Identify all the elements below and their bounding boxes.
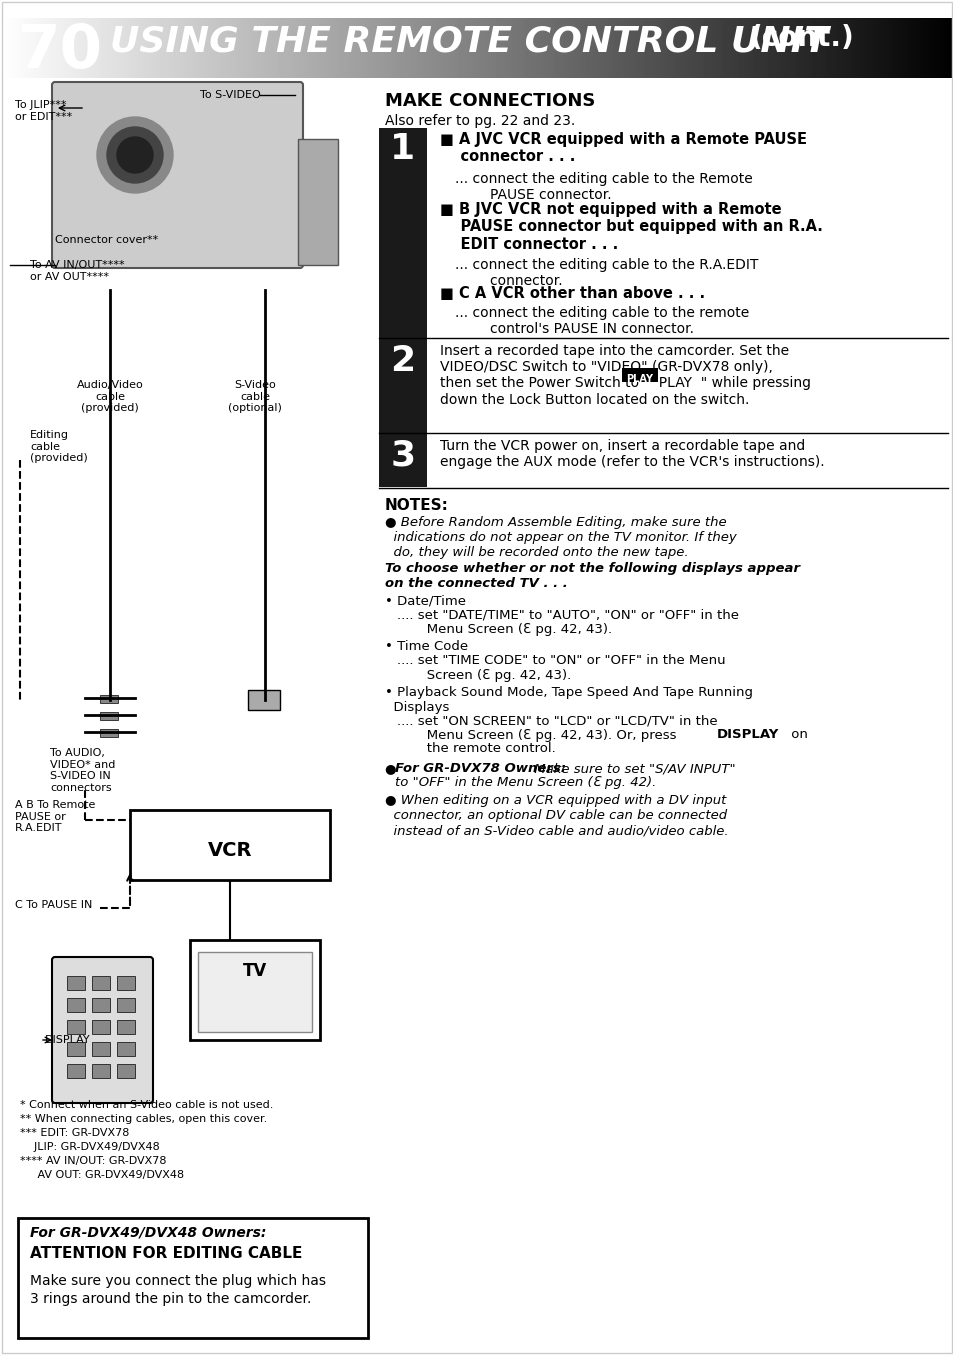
Circle shape: [97, 117, 172, 192]
Circle shape: [117, 137, 152, 173]
Text: * Connect when an S-Video cable is not used.: * Connect when an S-Video cable is not u…: [20, 1100, 274, 1110]
Text: .... set "ON SCREEN" to "LCD" or "LCD/TV" in the
       Menu Screen (ℇ pg. 42, 4: .... set "ON SCREEN" to "LCD" or "LCD/TV…: [396, 714, 717, 743]
Text: ATTENTION FOR EDITING CABLE: ATTENTION FOR EDITING CABLE: [30, 1247, 302, 1262]
Text: USING THE REMOTE CONTROL UNIT: USING THE REMOTE CONTROL UNIT: [110, 24, 828, 58]
Bar: [117, 1042, 135, 1056]
Text: (cont.): (cont.): [749, 24, 854, 51]
Text: on: on: [786, 728, 807, 741]
Bar: [117, 976, 135, 991]
Text: For GR-DVX49/DVX48 Owners:: For GR-DVX49/DVX48 Owners:: [30, 1226, 266, 1240]
Text: To AV IN/OUT****
or AV OUT****: To AV IN/OUT**** or AV OUT****: [30, 260, 125, 282]
Text: 3: 3: [390, 439, 416, 473]
Text: 3 rings around the pin to the camcorder.: 3 rings around the pin to the camcorder.: [30, 1293, 311, 1306]
Text: Audio/Video
cable
(provided): Audio/Video cable (provided): [76, 379, 143, 413]
Bar: [91, 999, 110, 1012]
Text: ... connect the editing cable to the Remote
        PAUSE connector.: ... connect the editing cable to the Rem…: [455, 172, 752, 202]
Text: JLIP: GR-DVX49/DVX48: JLIP: GR-DVX49/DVX48: [20, 1142, 159, 1152]
Bar: [117, 1020, 135, 1034]
Text: ... connect the editing cable to the R.A.EDIT
        connector.: ... connect the editing cable to the R.A…: [455, 257, 758, 289]
Bar: [248, 690, 280, 710]
Text: Also refer to pg. 22 and 23.: Also refer to pg. 22 and 23.: [385, 114, 575, 127]
Text: **** AV IN/OUT: GR-DVX78: **** AV IN/OUT: GR-DVX78: [20, 1156, 167, 1167]
Text: • Playback Sound Mode, Tape Speed And Tape Running
  Displays: • Playback Sound Mode, Tape Speed And Ta…: [385, 686, 752, 714]
Bar: [117, 1064, 135, 1079]
Text: Editing
cable
(provided): Editing cable (provided): [30, 430, 88, 463]
Bar: [378, 127, 427, 430]
Text: .... set "TIME CODE" to "ON" or "OFF" in the Menu
       Screen (ℇ pg. 42, 43).: .... set "TIME CODE" to "ON" or "OFF" in…: [396, 654, 725, 682]
Text: A B To Remote
PAUSE or
R.A.EDIT: A B To Remote PAUSE or R.A.EDIT: [15, 799, 95, 833]
Text: ■ C A VCR other than above . . .: ■ C A VCR other than above . . .: [439, 286, 704, 301]
Text: S-Video
cable
(optional): S-Video cable (optional): [228, 379, 282, 413]
Text: Insert a recorded tape into the camcorder. Set the
VIDEO/DSC Switch to "VIDEO" (: Insert a recorded tape into the camcorde…: [439, 344, 810, 406]
Bar: [91, 1020, 110, 1034]
Bar: [91, 1042, 110, 1056]
Bar: [621, 369, 658, 382]
Bar: [91, 976, 110, 991]
Text: Make sure to set "S/AV INPUT": Make sure to set "S/AV INPUT": [530, 762, 735, 775]
Text: To AUDIO,
VIDEO* and
S-VIDEO IN
connectors: To AUDIO, VIDEO* and S-VIDEO IN connecto…: [50, 748, 115, 793]
Text: ... connect the editing cable to the remote
        control's PAUSE IN connector: ... connect the editing cable to the rem…: [455, 306, 748, 336]
Bar: [18, 1218, 368, 1337]
Text: C To PAUSE IN: C To PAUSE IN: [15, 900, 92, 911]
Text: to "OFF" in the Menu Screen (ℇ pg. 42).: to "OFF" in the Menu Screen (ℇ pg. 42).: [395, 776, 656, 789]
Bar: [378, 435, 427, 486]
Bar: [67, 1042, 85, 1056]
Text: ● When editing on a VCR equipped with a DV input
  connector, an optional DV cab: ● When editing on a VCR equipped with a …: [385, 794, 728, 837]
Text: To S-VIDEO: To S-VIDEO: [200, 89, 260, 100]
Bar: [67, 1020, 85, 1034]
Text: ●: ●: [385, 762, 400, 775]
Bar: [100, 729, 118, 737]
Bar: [190, 940, 319, 1041]
Bar: [67, 976, 85, 991]
Bar: [117, 999, 135, 1012]
Text: ● Before Random Assemble Editing, make sure the
  indications do not appear on t: ● Before Random Assemble Editing, make s…: [385, 516, 736, 560]
Bar: [67, 999, 85, 1012]
Text: 70: 70: [18, 22, 103, 81]
Bar: [130, 810, 330, 879]
FancyBboxPatch shape: [52, 83, 303, 268]
Text: Connector cover**: Connector cover**: [55, 234, 158, 245]
Text: To choose whether or not the following displays appear
on the connected TV . . .: To choose whether or not the following d…: [385, 562, 800, 589]
Text: NOTES:: NOTES:: [385, 499, 449, 514]
Text: *** EDIT: GR-DVX78: *** EDIT: GR-DVX78: [20, 1127, 130, 1138]
Text: ■ A JVC VCR equipped with a Remote PAUSE
    connector . . .: ■ A JVC VCR equipped with a Remote PAUSE…: [439, 131, 806, 164]
Text: Turn the VCR power on, insert a recordable tape and
engage the AUX mode (refer t: Turn the VCR power on, insert a recordab…: [439, 439, 823, 469]
Bar: [198, 953, 312, 1033]
Text: ■ B JVC VCR not equipped with a Remote
    PAUSE connector but equipped with an : ■ B JVC VCR not equipped with a Remote P…: [439, 202, 822, 252]
Text: 1: 1: [390, 131, 416, 167]
Text: • Date/Time: • Date/Time: [385, 593, 465, 607]
FancyBboxPatch shape: [52, 957, 152, 1103]
Bar: [91, 1064, 110, 1079]
Text: AV OUT: GR-DVX49/DVX48: AV OUT: GR-DVX49/DVX48: [20, 1169, 184, 1180]
Bar: [100, 711, 118, 720]
Text: VCR: VCR: [208, 840, 252, 859]
Text: PLAY: PLAY: [626, 374, 653, 383]
Bar: [100, 695, 118, 703]
Circle shape: [107, 127, 163, 183]
Text: DISPLAY: DISPLAY: [717, 728, 779, 741]
Text: DISPLAY: DISPLAY: [45, 1035, 91, 1045]
Text: • Time Code: • Time Code: [385, 640, 468, 653]
Text: To JLIP***
or EDIT***: To JLIP*** or EDIT***: [15, 100, 72, 122]
Bar: [297, 140, 337, 266]
Bar: [378, 340, 427, 435]
Text: the remote control.: the remote control.: [396, 743, 556, 755]
Text: ** When connecting cables, open this cover.: ** When connecting cables, open this cov…: [20, 1114, 267, 1125]
Text: TV: TV: [243, 962, 267, 980]
Text: .... set "DATE/TIME" to "AUTO", "ON" or "OFF" in the
       Menu Screen (ℇ pg. 4: .... set "DATE/TIME" to "AUTO", "ON" or …: [396, 608, 739, 635]
Text: 2: 2: [390, 344, 416, 378]
Bar: [67, 1064, 85, 1079]
Text: MAKE CONNECTIONS: MAKE CONNECTIONS: [385, 92, 595, 110]
Text: Make sure you connect the plug which has: Make sure you connect the plug which has: [30, 1274, 326, 1289]
Text: For GR-DVX78 Owners:: For GR-DVX78 Owners:: [395, 762, 565, 775]
